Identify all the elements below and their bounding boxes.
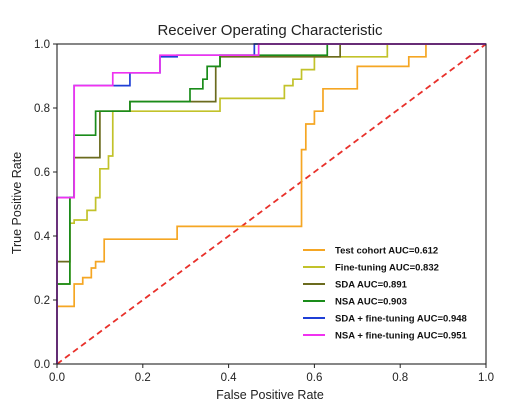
- roc-curve-6: [56, 43, 486, 364]
- x-axis-ticks: 0.0 0.2 0.4 0.6 0.8 1.0: [49, 364, 494, 384]
- x-tick-label: 0.4: [221, 372, 238, 384]
- plot-frame: [56, 43, 487, 365]
- legend-label-6: NSA + fine-tuning AUC=0.951: [335, 331, 468, 342]
- y-tick-label: 1.0: [34, 39, 50, 51]
- legend: Test cohort AUC=0.612 Fine-tuning AUC=0.8…: [303, 246, 468, 342]
- y-tick-label: 0.4: [34, 231, 51, 243]
- legend-label-1: Test cohort AUC=0.612: [335, 246, 438, 257]
- y-axis-ticks: 0.0 0.2 0.4 0.6 0.8 1.0: [34, 39, 57, 371]
- legend-label-4: NSA AUC=0.903: [335, 297, 407, 308]
- x-tick-label: 0.0: [49, 372, 65, 384]
- legend-label-3: SDA AUC=0.891: [335, 280, 408, 291]
- legend-label-5: SDA + fine-tuning AUC=0.948: [335, 314, 467, 325]
- y-tick-label: 0.2: [34, 295, 50, 307]
- chart-title: Receiver Operating Characteristic: [157, 22, 383, 39]
- x-tick-label: 1.0: [478, 372, 494, 384]
- y-axis-label: True Positive Rate: [10, 152, 24, 254]
- x-axis-label: False Positive Rate: [216, 388, 324, 402]
- plot-area: [56, 43, 487, 365]
- x-tick-label: 0.8: [392, 372, 408, 384]
- x-tick-label: 0.2: [135, 372, 151, 384]
- roc-curve-2: [56, 43, 486, 364]
- legend-label-2: Fine-tuning AUC=0.832: [335, 263, 439, 274]
- y-tick-label: 0.0: [34, 359, 50, 371]
- y-tick-label: 0.6: [34, 167, 50, 179]
- roc-curve-1: [56, 43, 486, 364]
- x-tick-label: 0.6: [306, 372, 322, 384]
- y-tick-label: 0.8: [34, 103, 50, 115]
